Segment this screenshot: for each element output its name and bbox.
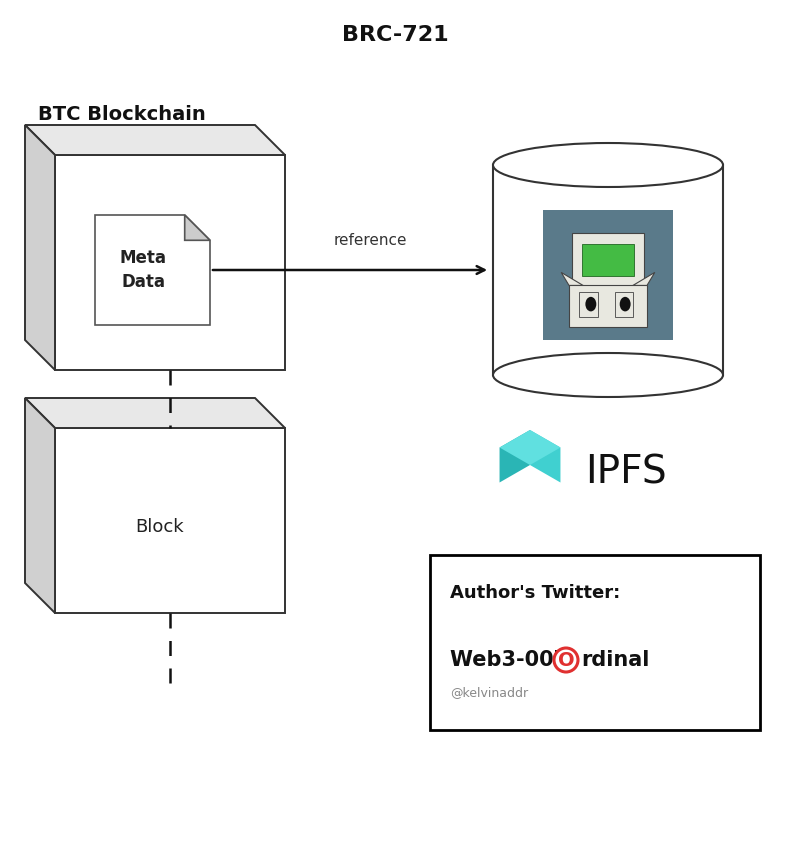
- Text: Author's Twitter:: Author's Twitter:: [450, 584, 620, 602]
- Polygon shape: [25, 398, 285, 428]
- Text: Meta
Data: Meta Data: [119, 249, 167, 291]
- Polygon shape: [561, 273, 583, 286]
- Text: Web3-007: Web3-007: [450, 650, 575, 670]
- Text: reference: reference: [333, 233, 407, 248]
- Ellipse shape: [493, 143, 723, 187]
- Circle shape: [554, 648, 578, 672]
- Polygon shape: [25, 398, 55, 613]
- Polygon shape: [25, 125, 285, 155]
- Text: Block: Block: [136, 518, 184, 536]
- Polygon shape: [95, 215, 210, 325]
- Text: IPFS: IPFS: [585, 453, 667, 491]
- Polygon shape: [582, 244, 634, 276]
- Polygon shape: [55, 155, 285, 370]
- Polygon shape: [500, 430, 561, 465]
- Text: @kelvinaddr: @kelvinaddr: [450, 687, 528, 700]
- Polygon shape: [579, 292, 597, 317]
- Polygon shape: [543, 210, 673, 340]
- Ellipse shape: [619, 297, 630, 312]
- Polygon shape: [633, 273, 655, 286]
- Polygon shape: [500, 430, 530, 483]
- Ellipse shape: [493, 353, 723, 397]
- Polygon shape: [572, 233, 645, 292]
- Polygon shape: [493, 165, 723, 375]
- Text: BTC Blockchain: BTC Blockchain: [38, 106, 206, 124]
- Polygon shape: [25, 125, 55, 370]
- Polygon shape: [569, 286, 647, 327]
- Polygon shape: [185, 215, 210, 240]
- Text: rdinal: rdinal: [581, 650, 649, 670]
- Text: BRC-721: BRC-721: [343, 25, 448, 45]
- FancyBboxPatch shape: [430, 555, 760, 730]
- Polygon shape: [530, 430, 561, 483]
- Polygon shape: [55, 428, 285, 613]
- Polygon shape: [615, 292, 633, 317]
- Text: O: O: [558, 650, 574, 669]
- Ellipse shape: [585, 297, 596, 312]
